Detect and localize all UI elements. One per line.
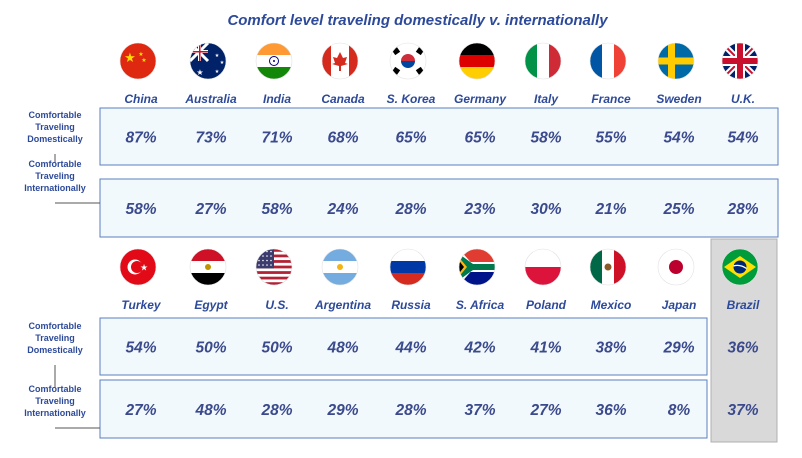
international-value: 8% bbox=[668, 402, 691, 419]
country-name: France bbox=[591, 92, 631, 106]
international-value: 36% bbox=[595, 402, 626, 419]
country-name: Russia bbox=[391, 298, 431, 312]
international-value: 48% bbox=[194, 402, 226, 419]
domestic-value: 48% bbox=[326, 340, 358, 357]
domestic-row-box bbox=[99, 317, 708, 376]
svg-text:★: ★ bbox=[141, 57, 146, 64]
domestic-row-label: Comfortable Traveling Domestically bbox=[27, 321, 83, 355]
china-flag-icon: ★ ★★ bbox=[119, 42, 157, 80]
domestic-value: 65% bbox=[395, 130, 426, 147]
international-value: 58% bbox=[125, 201, 156, 218]
japan-flag-icon bbox=[657, 248, 695, 286]
country-name: Australia bbox=[184, 92, 237, 106]
domestic-row-box bbox=[99, 107, 779, 166]
france-flag-icon bbox=[589, 42, 627, 80]
international-value: 27% bbox=[124, 402, 156, 419]
domestic-value: 54% bbox=[663, 130, 694, 147]
domestic-value: 42% bbox=[463, 340, 495, 357]
domestic-value: 29% bbox=[662, 340, 694, 357]
svg-text:★: ★ bbox=[196, 68, 203, 77]
international-row-box bbox=[99, 178, 779, 238]
mexico-flag-icon bbox=[589, 248, 627, 286]
country-name: Poland bbox=[526, 298, 567, 312]
domestic-value: 71% bbox=[261, 130, 292, 147]
domestic-value: 50% bbox=[261, 340, 292, 357]
international-value: 25% bbox=[662, 201, 694, 218]
international-value: 30% bbox=[530, 201, 561, 218]
south-korea-flag-icon bbox=[389, 42, 427, 80]
germany-flag-icon bbox=[458, 42, 496, 80]
chart-title: Comfort level traveling domestically v. … bbox=[227, 12, 608, 29]
country-name: Italy bbox=[534, 92, 559, 106]
country-name: U.S. bbox=[265, 298, 288, 312]
country-name: Sweden bbox=[656, 92, 701, 106]
domestic-value: 50% bbox=[195, 340, 226, 357]
domestic-value: 68% bbox=[327, 130, 358, 147]
australia-flag-icon: ★★★★ bbox=[189, 42, 227, 80]
sweden-flag-icon bbox=[657, 42, 695, 80]
country-name: Argentina bbox=[314, 298, 371, 312]
international-value: 37% bbox=[727, 402, 758, 419]
international-value: 21% bbox=[594, 201, 626, 218]
international-value: 28% bbox=[394, 402, 426, 419]
argentina-flag-icon bbox=[321, 248, 359, 286]
domestic-value: 36% bbox=[727, 340, 758, 357]
domestic-row-label: Comfortable Traveling Domestically bbox=[27, 110, 83, 144]
poland-flag-icon bbox=[524, 248, 562, 286]
international-value: 27% bbox=[529, 402, 561, 419]
svg-text:★: ★ bbox=[215, 69, 220, 75]
canada-flag-icon bbox=[321, 42, 359, 80]
international-value: 28% bbox=[726, 201, 758, 218]
domestic-value: 54% bbox=[125, 340, 156, 357]
country-name: China bbox=[124, 92, 158, 106]
country-name: S. Korea bbox=[387, 92, 436, 106]
domestic-value: 73% bbox=[195, 130, 226, 147]
domestic-value: 38% bbox=[595, 340, 626, 357]
country-name: Japan bbox=[662, 298, 697, 312]
country-name: U.K. bbox=[731, 92, 755, 106]
brazil-flag-icon bbox=[721, 248, 759, 286]
country-name: S. Africa bbox=[456, 298, 505, 312]
domestic-value: 65% bbox=[464, 130, 495, 147]
international-value: 28% bbox=[260, 402, 292, 419]
egypt-flag-icon bbox=[189, 248, 227, 286]
international-row-box bbox=[99, 379, 708, 439]
international-value: 37% bbox=[464, 402, 495, 419]
international-row-label: Comfortable Traveling Internationally bbox=[24, 384, 86, 418]
uk-flag-icon bbox=[721, 42, 759, 80]
turkey-flag-icon: ★ bbox=[119, 248, 157, 286]
international-value: 24% bbox=[326, 201, 358, 218]
us-flag-icon bbox=[255, 248, 293, 286]
domestic-value: 87% bbox=[125, 130, 156, 147]
domestic-value: 58% bbox=[530, 130, 561, 147]
international-row-label: Comfortable Traveling Internationally bbox=[24, 159, 86, 193]
domestic-value: 55% bbox=[595, 130, 626, 147]
domestic-value: 44% bbox=[394, 340, 426, 357]
svg-text:★: ★ bbox=[140, 263, 148, 273]
country-name: Brazil bbox=[727, 298, 760, 312]
country-name: Egypt bbox=[194, 298, 228, 312]
international-value: 28% bbox=[394, 201, 426, 218]
russia-flag-icon bbox=[389, 248, 427, 286]
highlight-column bbox=[710, 238, 778, 443]
international-value: 58% bbox=[261, 201, 292, 218]
svg-text:★: ★ bbox=[138, 51, 143, 58]
india-flag-icon bbox=[255, 42, 293, 80]
svg-text:★: ★ bbox=[215, 53, 220, 59]
svg-text:★: ★ bbox=[124, 50, 136, 65]
italy-flag-icon bbox=[524, 42, 562, 80]
domestic-value: 41% bbox=[529, 340, 561, 357]
south-africa-flag-icon bbox=[458, 248, 496, 286]
domestic-value: 54% bbox=[727, 130, 758, 147]
country-name: Turkey bbox=[121, 298, 161, 312]
svg-text:★: ★ bbox=[220, 60, 225, 66]
international-value: 27% bbox=[194, 201, 226, 218]
country-name: Canada bbox=[321, 92, 365, 106]
country-name: Germany bbox=[454, 92, 507, 106]
international-value: 29% bbox=[326, 402, 358, 419]
country-name: India bbox=[263, 92, 291, 106]
country-name: Mexico bbox=[591, 298, 632, 312]
international-value: 23% bbox=[463, 201, 495, 218]
